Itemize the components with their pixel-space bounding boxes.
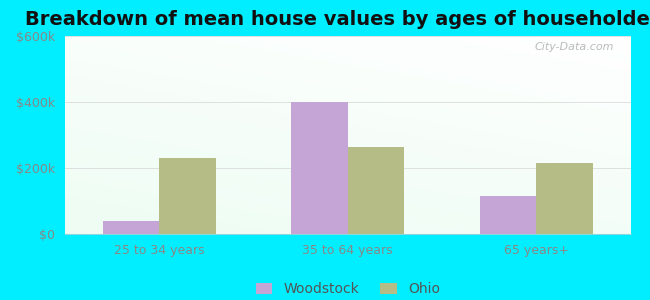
Text: City-Data.com: City-Data.com: [534, 42, 614, 52]
Bar: [291, 102, 348, 234]
Legend: Woodstock, Ohio: Woodstock, Ohio: [250, 277, 445, 300]
Bar: [480, 196, 536, 234]
Bar: [536, 163, 593, 234]
Bar: [348, 147, 404, 234]
Title: Breakdown of mean house values by ages of householders: Breakdown of mean house values by ages o…: [25, 10, 650, 29]
Bar: [103, 221, 159, 234]
Bar: [159, 158, 216, 234]
